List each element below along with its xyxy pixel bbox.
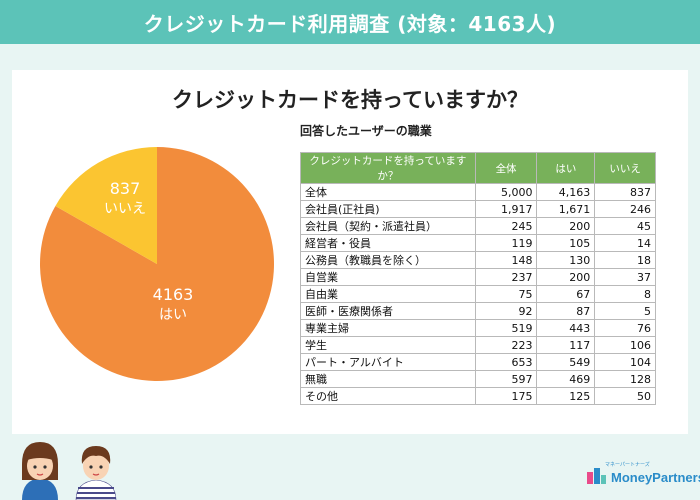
table-title: 回答したユーザーの職業 <box>300 124 432 138</box>
pie-label-no: 837 いいえ <box>85 178 165 218</box>
man-avatar-icon <box>75 446 117 500</box>
row-value: 128 <box>594 370 656 388</box>
row-value: 18 <box>594 251 656 269</box>
row-value: 223 <box>474 336 538 354</box>
row-value: 443 <box>536 319 596 337</box>
logo-mark-icon <box>587 468 606 484</box>
row-label: 専業主婦 <box>300 319 476 337</box>
table-header-question: クレジットカードを持っていますか？ <box>300 152 476 184</box>
pie-slice-no <box>55 147 157 264</box>
table-row: 専業主婦 519 443 76 <box>300 319 656 337</box>
row-label: 医師・医療関係者 <box>300 302 476 320</box>
banner: クレジットカード利用調査 (対象：4163人) <box>0 0 700 44</box>
row-value: 125 <box>536 387 596 405</box>
row-label: 無職 <box>300 370 476 388</box>
row-value: 14 <box>594 234 656 252</box>
row-label: 経営者・役員 <box>300 234 476 252</box>
row-value: 519 <box>474 319 538 337</box>
row-label: パート・アルバイト <box>300 353 476 371</box>
row-value: 200 <box>536 268 596 286</box>
pie-chart: 837 いいえ 4163 はい <box>37 144 277 384</box>
brand-logo: マネーパートナーズ MoneyPartners <box>585 462 700 486</box>
banner-title: クレジットカード利用調査 (対象：4163人) <box>143 11 557 36</box>
row-value: 75 <box>474 285 538 303</box>
logo-subtext: マネーパートナーズ <box>605 462 650 468</box>
row-value: 837 <box>594 183 656 201</box>
row-value: 119 <box>474 234 538 252</box>
row-value: 104 <box>594 353 656 371</box>
row-label: 自営業 <box>300 268 476 286</box>
row-value: 37 <box>594 268 656 286</box>
table-header-yes: はい <box>536 152 596 184</box>
row-value: 67 <box>536 285 596 303</box>
row-value: 8 <box>594 285 656 303</box>
row-value: 130 <box>536 251 596 269</box>
row-value: 200 <box>536 217 596 235</box>
row-value: 597 <box>474 370 538 388</box>
row-label: 学生 <box>300 336 476 354</box>
table-row: 公務員（教職員を除く） 148 130 18 <box>300 251 656 269</box>
table-row: 無職 597 469 128 <box>300 370 656 388</box>
row-value: 237 <box>474 268 538 286</box>
row-value: 106 <box>594 336 656 354</box>
table-row: 自営業 237 200 37 <box>300 268 656 286</box>
row-value: 92 <box>474 302 538 320</box>
row-value: 105 <box>536 234 596 252</box>
row-value: 5,000 <box>474 183 538 201</box>
row-value: 469 <box>536 370 596 388</box>
row-value: 76 <box>594 319 656 337</box>
pie-value-no: 837 <box>109 179 141 198</box>
pie-category-no: いいえ <box>104 200 146 217</box>
row-value: 245 <box>474 217 538 235</box>
row-value: 87 <box>536 302 596 320</box>
row-value: 50 <box>594 387 656 405</box>
avatars <box>18 436 118 500</box>
row-value: 246 <box>594 200 656 218</box>
question-title: クレジットカードを持っていますか？ <box>172 88 528 112</box>
row-label: 自由業 <box>300 285 476 303</box>
row-value: 4,163 <box>536 183 596 201</box>
pie-label-yes: 4163 はい <box>133 284 213 324</box>
table-row: 学生 223 117 106 <box>300 336 656 354</box>
row-label: その他 <box>300 387 476 405</box>
row-value: 1,917 <box>474 200 538 218</box>
row-label: 会社員(正社員) <box>300 200 476 218</box>
row-value: 148 <box>474 251 538 269</box>
table-header-no: いいえ <box>594 152 656 184</box>
table-header-total: 全体 <box>474 152 538 184</box>
row-label: 公務員（教職員を除く） <box>300 251 476 269</box>
row-value: 175 <box>474 387 538 405</box>
row-value: 1,671 <box>536 200 596 218</box>
table-row: 自由業 75 67 8 <box>300 285 656 303</box>
table-header-row: クレジットカードを持っていますか？ 全体 はい いいえ <box>300 152 656 184</box>
table-row: パート・アルバイト 653 549 104 <box>300 353 656 371</box>
table-row: 経営者・役員 119 105 14 <box>300 234 656 252</box>
row-label: 全体 <box>300 183 476 201</box>
woman-avatar-icon <box>22 442 58 500</box>
row-value: 117 <box>536 336 596 354</box>
row-value: 653 <box>474 353 538 371</box>
table-row: 全体 5,000 4,163 837 <box>300 183 656 201</box>
pie-svg <box>39 147 275 381</box>
table-row: 医師・医療関係者 92 87 5 <box>300 302 656 320</box>
row-value: 45 <box>594 217 656 235</box>
table-row: 会社員（契約・派遣社員） 245 200 45 <box>300 217 656 235</box>
table-body: 全体 5,000 4,163 837 会社員(正社員) 1,917 1,671 246 会社員（… <box>300 183 656 405</box>
table-row: その他 175 125 50 <box>300 387 656 405</box>
pie-value-yes: 4163 <box>152 285 194 304</box>
table-row: 会社員(正社員) 1,917 1,671 246 <box>300 200 656 218</box>
row-label: 会社員（契約・派遣社員） <box>300 217 476 235</box>
logo-text: MoneyPartners <box>611 469 700 485</box>
row-value: 5 <box>594 302 656 320</box>
content-card: クレジットカードを持っていますか？ 837 いいえ 4163 はい 回答したユー… <box>12 70 688 434</box>
occupation-table: クレジットカードを持っていますか？ 全体 はい いいえ 全体 5,000 4,163… <box>300 152 656 405</box>
pie-category-yes: はい <box>159 306 187 323</box>
row-value: 549 <box>536 353 596 371</box>
